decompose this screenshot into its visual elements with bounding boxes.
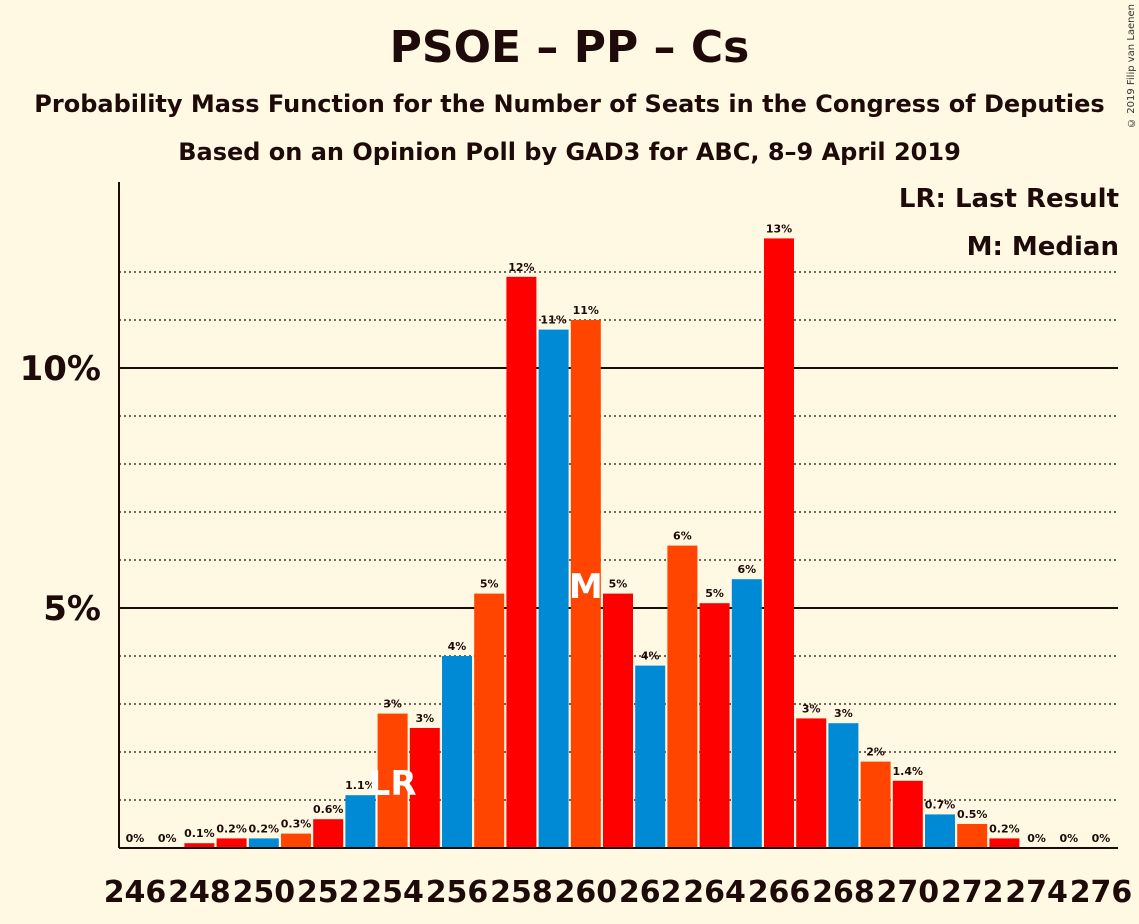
- bar-label-252: 0.6%: [313, 803, 344, 816]
- bar-261: [603, 593, 633, 848]
- bar-248: [184, 843, 215, 848]
- x-tick-label: 254: [361, 875, 424, 910]
- x-tick-label: 252: [297, 875, 360, 910]
- bar-272: [957, 824, 988, 848]
- bar-label-268: 3%: [834, 707, 853, 720]
- bar-256: [442, 656, 472, 848]
- legend-last-result: LR: Last Result: [898, 184, 1119, 214]
- x-tick-label: 274: [1005, 875, 1068, 910]
- x-tick-label: 270: [876, 875, 939, 910]
- x-tick-label: 260: [554, 875, 617, 910]
- bar-label-249: 0.2%: [216, 822, 247, 835]
- bar-269: [860, 761, 891, 848]
- bar-label-254: 3%: [383, 698, 402, 711]
- bar-label-260: 11%: [573, 304, 599, 317]
- bar-273: [989, 838, 1020, 848]
- last-result-marker: LR: [369, 764, 417, 804]
- bar-251: [281, 833, 311, 848]
- bar-271: [925, 814, 955, 848]
- bar-label-273: 0.2%: [989, 822, 1020, 835]
- x-tick-label: 266: [748, 875, 811, 910]
- chart-title: PSOE – PP – Cs: [389, 22, 750, 73]
- x-tick-label: 256: [426, 875, 489, 910]
- x-tick-label: 248: [168, 875, 231, 910]
- bar-label-261: 5%: [609, 578, 628, 591]
- bar-265: [731, 579, 762, 848]
- bar-label-258: 12%: [508, 261, 534, 274]
- bar-267: [796, 718, 827, 848]
- bar-266: [764, 238, 794, 848]
- bar-258: [506, 276, 537, 848]
- bar-249: [216, 838, 247, 848]
- bar-label-269: 2%: [866, 746, 885, 759]
- bar-label-250: 0.2%: [249, 822, 280, 835]
- bar-label-253: 1.1%: [345, 779, 376, 792]
- x-tick-label: 250: [232, 875, 295, 910]
- bar-268: [828, 723, 859, 848]
- chart-source: Based on an Opinion Poll by GAD3 for ABC…: [178, 138, 961, 166]
- bar-262: [635, 665, 666, 848]
- bar-260: [570, 320, 601, 848]
- bar-label-256: 4%: [448, 640, 467, 653]
- x-tick-label: 262: [619, 875, 682, 910]
- bar-263: [667, 545, 698, 848]
- bar-label-259: 11%: [540, 314, 566, 327]
- bar-label-265: 6%: [737, 563, 756, 576]
- bar-264: [699, 603, 730, 848]
- bar-255: [409, 728, 440, 848]
- bar-252: [313, 819, 344, 848]
- bar-label-270: 1.4%: [893, 765, 924, 778]
- bar-label-263: 6%: [673, 530, 692, 543]
- bar-label-274: 0%: [1027, 832, 1046, 845]
- y-tick-label: 5%: [43, 589, 101, 629]
- x-tick-label: 268: [812, 875, 875, 910]
- bar-label-267: 3%: [802, 702, 821, 715]
- bar-259: [538, 329, 569, 849]
- x-tick-label: 246: [104, 875, 167, 910]
- bar-270: [892, 780, 923, 848]
- bar-254: [377, 713, 408, 848]
- bar-label-262: 4%: [641, 650, 660, 663]
- x-tick-label: 272: [941, 875, 1004, 910]
- bar-label-275: 0%: [1059, 832, 1078, 845]
- x-tick-label: 276: [1070, 875, 1133, 910]
- bar-253: [345, 795, 376, 848]
- bar-label-271: 0.7%: [925, 798, 956, 811]
- median-marker: M: [569, 567, 603, 607]
- bar-label-246: 0%: [126, 832, 145, 845]
- bar-label-247: 0%: [158, 832, 177, 845]
- bar-label-264: 5%: [705, 587, 724, 600]
- bar-label-257: 5%: [480, 578, 499, 591]
- bar-label-276: 0%: [1092, 832, 1111, 845]
- bar-label-255: 3%: [415, 712, 434, 725]
- bar-257: [474, 593, 505, 848]
- chart-subtitle: Probability Mass Function for the Number…: [34, 90, 1105, 118]
- bar-label-248: 0.1%: [184, 827, 215, 840]
- x-tick-label: 264: [683, 875, 746, 910]
- y-tick-label: 10%: [20, 349, 101, 389]
- bar-label-272: 0.5%: [957, 808, 988, 821]
- bar-250: [248, 838, 279, 848]
- legend-median: M: Median: [966, 232, 1119, 262]
- bar-label-251: 0.3%: [281, 818, 312, 831]
- x-tick-label: 258: [490, 875, 553, 910]
- bar-label-266: 13%: [766, 222, 792, 235]
